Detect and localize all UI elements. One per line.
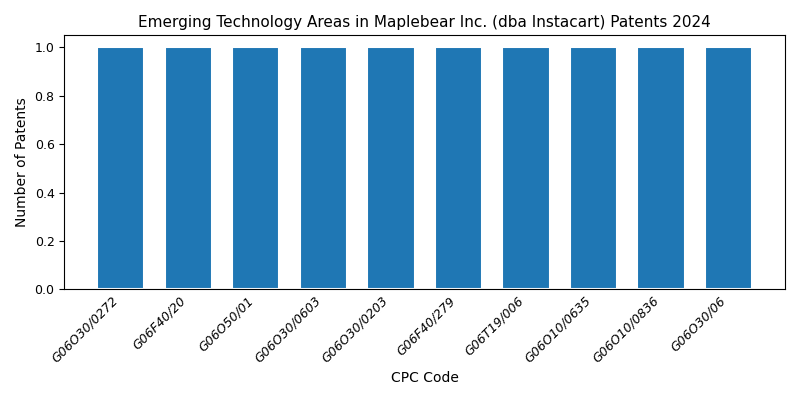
Title: Emerging Technology Areas in Maplebear Inc. (dba Instacart) Patents 2024: Emerging Technology Areas in Maplebear I…: [138, 15, 711, 30]
Bar: [705, 48, 752, 289]
Bar: [502, 48, 550, 289]
Bar: [232, 48, 279, 289]
Bar: [165, 48, 212, 289]
Bar: [570, 48, 617, 289]
Y-axis label: Number of Patents: Number of Patents: [15, 98, 29, 227]
Bar: [638, 48, 685, 289]
Bar: [97, 48, 144, 289]
Bar: [434, 48, 482, 289]
Bar: [367, 48, 414, 289]
Bar: [300, 48, 347, 289]
X-axis label: CPC Code: CPC Code: [390, 371, 458, 385]
